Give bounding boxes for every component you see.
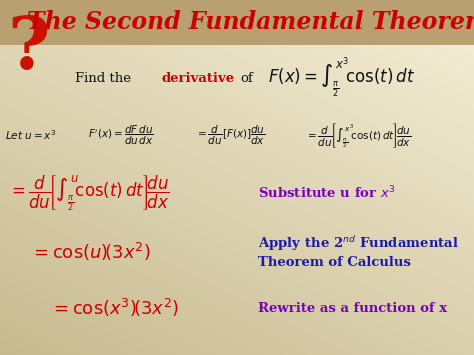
Text: $=\cos(u)\!\left(3x^2\right)$: $=\cos(u)\!\left(3x^2\right)$	[30, 241, 151, 263]
Polygon shape	[0, 0, 474, 45]
Text: $=\dfrac{d}{du}[F(x)]\dfrac{du}{dx}$: $=\dfrac{d}{du}[F(x)]\dfrac{du}{dx}$	[195, 124, 265, 147]
Text: Apply the 2$^{nd}$ Fundamental: Apply the 2$^{nd}$ Fundamental	[258, 235, 459, 253]
Text: ?: ?	[7, 12, 49, 83]
Text: $F(x) = \int_{\frac{\pi}{2}}^{x^3}\!\cos(t)\, dt$: $F(x) = \int_{\frac{\pi}{2}}^{x^3}\!\cos…	[268, 56, 415, 100]
Text: $=\dfrac{d}{du}\!\left[\int_{\frac{\pi}{2}}^{u}\!\cos(t)\,dt\right]\!\dfrac{du}{: $=\dfrac{d}{du}\!\left[\int_{\frac{\pi}{…	[8, 173, 170, 213]
Text: $Let\ u=x^3$: $Let\ u=x^3$	[5, 128, 56, 142]
Text: derivative: derivative	[162, 71, 235, 84]
Text: Find the: Find the	[75, 71, 131, 84]
Text: of: of	[240, 71, 253, 84]
Text: Substitute u for $x^3$: Substitute u for $x^3$	[258, 185, 396, 201]
Text: Theorem of Calculus: Theorem of Calculus	[258, 256, 411, 268]
Text: $F'(x)=\dfrac{dF}{du}\dfrac{du}{dx}$: $F'(x)=\dfrac{dF}{du}\dfrac{du}{dx}$	[88, 124, 154, 147]
Text: $=\cos(x^3)\!\left(3x^2\right)$: $=\cos(x^3)\!\left(3x^2\right)$	[50, 297, 179, 319]
Text: The Second Fundamental Theorem: The Second Fundamental Theorem	[27, 10, 474, 34]
Text: Rewrite as a function of x: Rewrite as a function of x	[258, 301, 447, 315]
Text: $=\dfrac{d}{du}\!\left[\int_{\frac{\pi}{2}}^{x^3}\!\cos(t)\,dt\right]\!\dfrac{du: $=\dfrac{d}{du}\!\left[\int_{\frac{\pi}{…	[305, 120, 411, 149]
